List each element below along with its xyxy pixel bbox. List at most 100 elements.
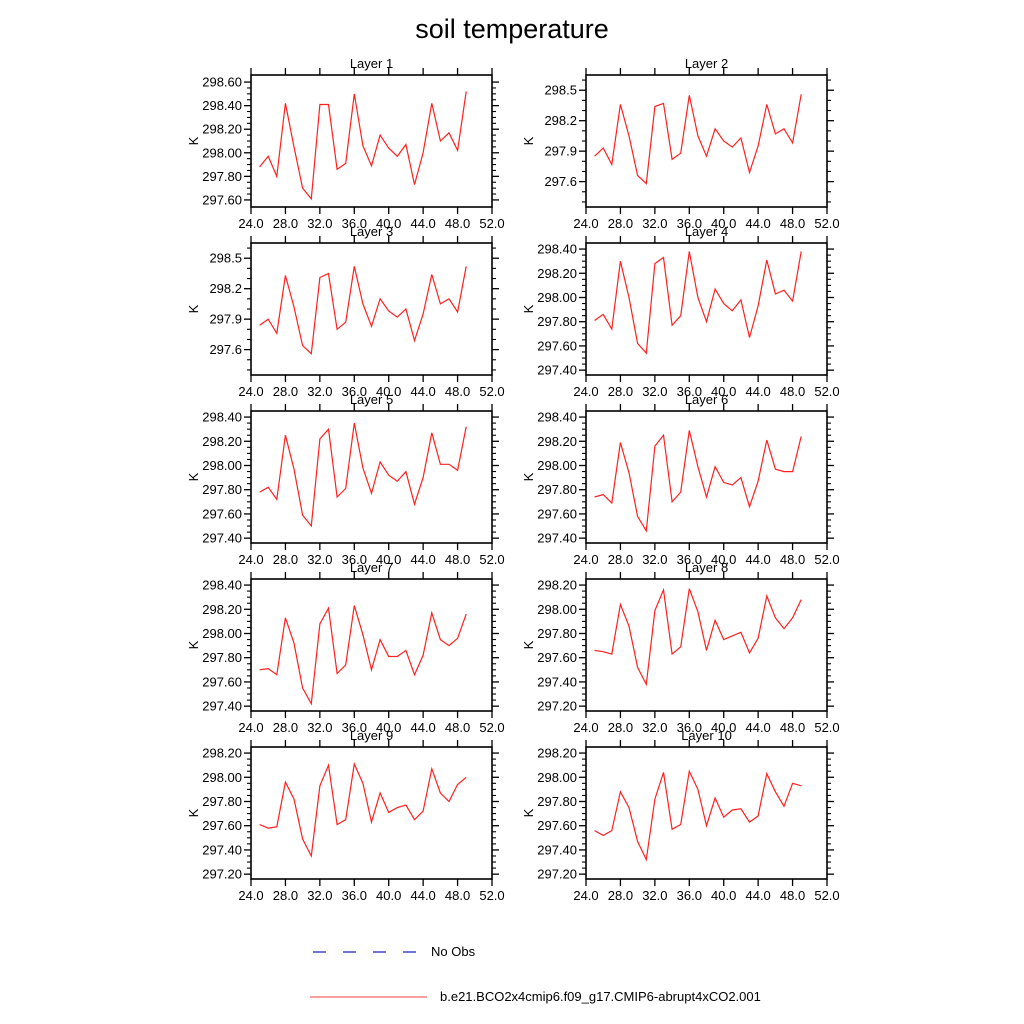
x-tick-label: 40.0 — [711, 552, 736, 567]
x-tick-label: 48.0 — [780, 720, 805, 735]
y-tick-label: 297.40 — [537, 674, 577, 689]
x-tick-label: 32.0 — [307, 888, 332, 903]
y-tick-label: 298.20 — [537, 266, 577, 281]
panel-title: Layer 9 — [350, 728, 393, 743]
y-tick-label: 298.5 — [544, 83, 577, 98]
x-tick-label: 24.0 — [573, 720, 598, 735]
y-tick-label: 298.20 — [202, 122, 242, 137]
y-tick-label: 297.40 — [537, 842, 577, 857]
panel-layer-1: 24.0 28.0 32.0 36.0 40.0 44.0 48.0 52.0 297.60 29… — [186, 56, 505, 231]
y-axis-label: K — [186, 640, 201, 649]
panel-layer-3: 24.0 28.0 32.0 36.0 40.0 44.0 48.0 52.0 297.6 297… — [186, 224, 505, 399]
y-tick-label: 298.40 — [202, 410, 242, 425]
y-tick-label: 297.80 — [202, 169, 242, 184]
y-axis-label: K — [186, 472, 201, 481]
x-tick-label: 28.0 — [273, 384, 298, 399]
panel-title: Layer 10 — [681, 728, 732, 743]
x-tick-label: 28.0 — [608, 384, 633, 399]
data-line — [259, 605, 467, 706]
x-tick-label: 24.0 — [238, 720, 263, 735]
y-tick-label: 297.40 — [537, 531, 577, 546]
panel-layer-9: 24.0 28.0 32.0 36.0 40.0 44.0 48.0 52.0 297.20 29… — [186, 728, 505, 903]
x-tick-label: 28.0 — [608, 720, 633, 735]
data-line — [594, 251, 802, 355]
y-tick-label: 298.40 — [537, 242, 577, 257]
x-tick-label: 48.0 — [445, 384, 470, 399]
panel-layer-8: 24.0 28.0 32.0 36.0 40.0 44.0 48.0 52.0 297.20 29… — [521, 560, 840, 735]
x-tick-label: 48.0 — [780, 216, 805, 231]
x-tick-label: 24.0 — [238, 552, 263, 567]
x-tick-label: 48.0 — [780, 552, 805, 567]
x-tick-label: 44.0 — [745, 216, 770, 231]
x-tick-label: 32.0 — [307, 384, 332, 399]
y-tick-label: 297.20 — [202, 867, 242, 882]
x-tick-label: 28.0 — [608, 888, 633, 903]
x-tick-label: 36.0 — [677, 888, 702, 903]
data-line — [594, 769, 802, 862]
y-tick-label: 298.00 — [202, 458, 242, 473]
y-axis-label: K — [521, 136, 536, 145]
y-axis-label: K — [521, 808, 536, 817]
data-line — [259, 266, 467, 355]
x-tick-label: 24.0 — [573, 888, 598, 903]
x-tick-label: 24.0 — [573, 216, 598, 231]
x-tick-label: 24.0 — [238, 888, 263, 903]
y-tick-label: 297.80 — [202, 482, 242, 497]
y-tick-label: 298.20 — [537, 746, 577, 761]
x-tick-label: 48.0 — [445, 216, 470, 231]
plot-box — [250, 578, 493, 712]
x-tick-label: 44.0 — [410, 384, 435, 399]
y-tick-label: 297.80 — [202, 794, 242, 809]
x-tick-label: 36.0 — [677, 216, 702, 231]
legend-label-model: b.e21.BCO2x4cmip6.f09_g17.CMIP6-abrupt4x… — [440, 989, 761, 1004]
y-tick-label: 298.20 — [537, 578, 577, 593]
x-tick-label: 36.0 — [342, 552, 367, 567]
y-tick-label: 298.5 — [209, 251, 242, 266]
data-line — [594, 430, 802, 533]
x-tick-label: 40.0 — [376, 888, 401, 903]
x-tick-label: 44.0 — [410, 216, 435, 231]
y-axis-label: K — [186, 808, 201, 817]
y-tick-label: 297.80 — [537, 626, 577, 641]
y-tick-label: 298.60 — [202, 75, 242, 90]
x-tick-label: 40.0 — [711, 216, 736, 231]
x-tick-label: 24.0 — [573, 384, 598, 399]
x-tick-label: 36.0 — [342, 888, 367, 903]
y-tick-label: 297.6 — [544, 174, 577, 189]
x-tick-label: 52.0 — [479, 384, 504, 399]
data-line — [594, 94, 802, 185]
x-tick-label: 44.0 — [745, 888, 770, 903]
panel-layer-10: 24.0 28.0 32.0 36.0 40.0 44.0 48.0 52.0 297.20 29… — [521, 728, 840, 903]
x-tick-label: 52.0 — [479, 720, 504, 735]
x-tick-label: 40.0 — [711, 888, 736, 903]
x-tick-label: 44.0 — [410, 888, 435, 903]
x-tick-label: 24.0 — [238, 384, 263, 399]
y-tick-label: 297.80 — [537, 314, 577, 329]
y-tick-label: 298.00 — [202, 626, 242, 641]
x-tick-label: 48.0 — [780, 888, 805, 903]
x-tick-label: 24.0 — [573, 552, 598, 567]
x-tick-label: 28.0 — [608, 216, 633, 231]
y-axis-label: K — [521, 472, 536, 481]
y-tick-label: 298.00 — [537, 602, 577, 617]
y-tick-label: 297.60 — [202, 192, 242, 207]
y-tick-label: 298.00 — [202, 145, 242, 160]
panel-title: Layer 4 — [685, 224, 728, 239]
data-line — [259, 91, 467, 201]
plot-box — [585, 578, 828, 712]
x-tick-label: 40.0 — [376, 552, 401, 567]
y-tick-label: 297.6 — [209, 342, 242, 357]
plot-box — [250, 74, 493, 208]
panel-title: Layer 8 — [685, 560, 728, 575]
x-tick-label: 48.0 — [780, 384, 805, 399]
y-tick-label: 297.9 — [544, 144, 577, 159]
y-tick-label: 297.60 — [537, 506, 577, 521]
y-tick-label: 298.40 — [537, 410, 577, 425]
panel-layer-4: 24.0 28.0 32.0 36.0 40.0 44.0 48.0 52.0 297.40 29… — [521, 224, 840, 399]
y-axis-label: K — [186, 304, 201, 313]
x-tick-label: 36.0 — [677, 384, 702, 399]
y-tick-label: 297.9 — [209, 312, 242, 327]
x-tick-label: 52.0 — [479, 888, 504, 903]
panel-layer-5: 24.0 28.0 32.0 36.0 40.0 44.0 48.0 52.0 297.40 29… — [186, 392, 505, 567]
